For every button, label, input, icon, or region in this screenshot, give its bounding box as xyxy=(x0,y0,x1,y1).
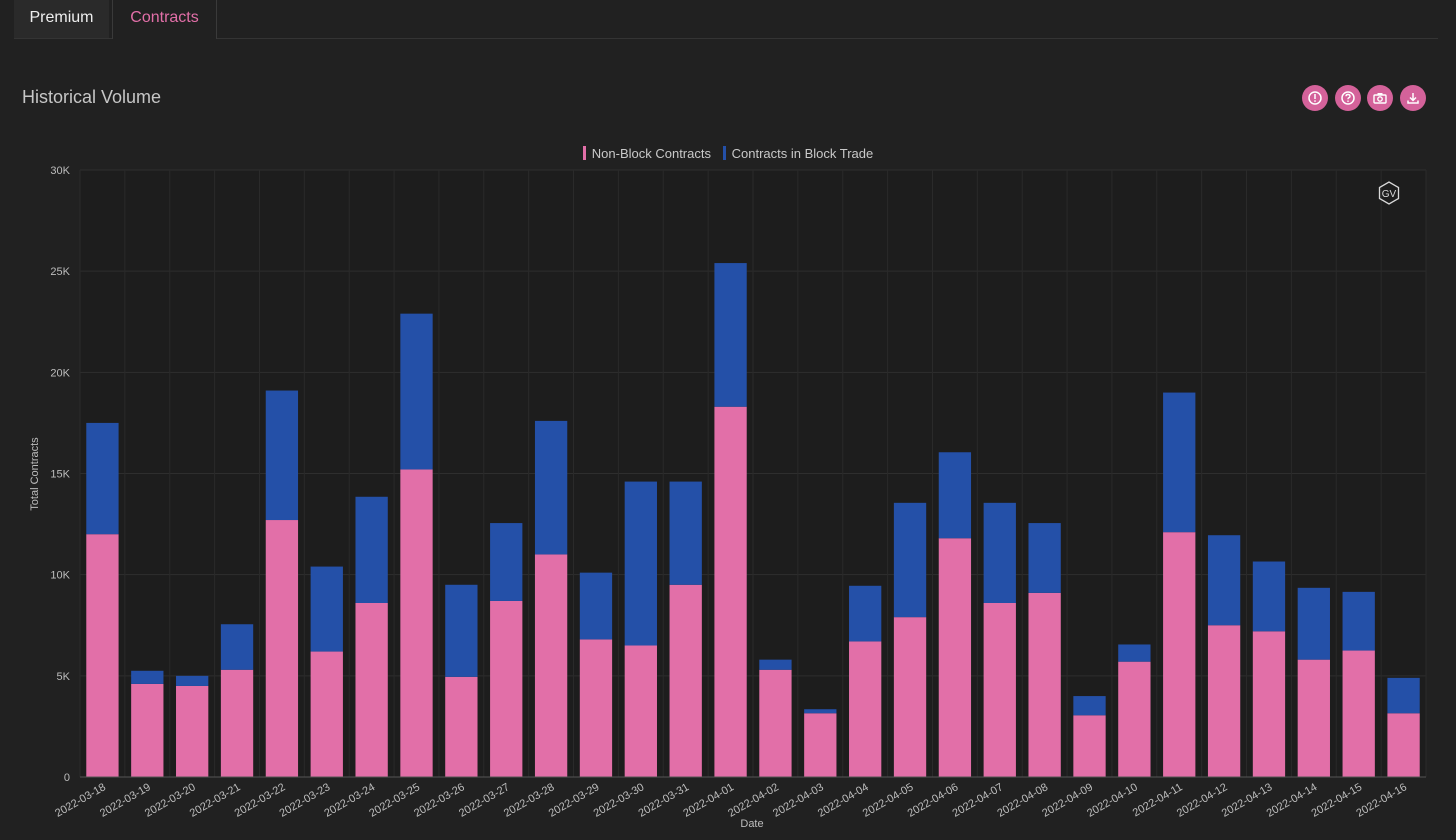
bar-block[interactable] xyxy=(265,390,299,521)
y-tick-label: 15K xyxy=(50,469,70,481)
legend-swatch xyxy=(582,146,586,160)
bar-non-block[interactable] xyxy=(579,639,613,777)
bar-block[interactable] xyxy=(669,481,702,585)
legend-swatch xyxy=(722,146,726,160)
bar-non-block[interactable] xyxy=(131,683,164,777)
bar-non-block[interactable] xyxy=(445,676,478,777)
bar-non-block[interactable] xyxy=(1297,659,1330,777)
bar-block[interactable] xyxy=(983,502,1016,603)
alert-circle-icon xyxy=(1308,91,1322,105)
legend-item-non-block[interactable]: Non-Block Contracts xyxy=(582,146,711,161)
bar-non-block[interactable] xyxy=(1207,625,1241,777)
bar-block[interactable] xyxy=(1028,523,1061,593)
legend-label: Contracts in Block Trade xyxy=(731,146,874,161)
bar-block[interactable] xyxy=(310,566,343,652)
bar-non-block[interactable] xyxy=(490,600,523,777)
y-tick-label: 20K xyxy=(50,367,70,379)
bar-non-block[interactable] xyxy=(669,584,702,777)
bar-block[interactable] xyxy=(1342,591,1375,651)
gv-logo-text: GV xyxy=(1382,189,1397,200)
bar-non-block[interactable] xyxy=(893,617,927,777)
bar-block[interactable] xyxy=(1118,644,1151,662)
bar-non-block[interactable] xyxy=(220,669,254,777)
help-circle-icon xyxy=(1341,91,1355,105)
bar-block[interactable] xyxy=(579,572,613,640)
bar-non-block[interactable] xyxy=(534,554,568,777)
y-tick-label: 0 xyxy=(64,772,70,784)
x-axis-title: Date xyxy=(740,818,763,830)
camera-icon xyxy=(1373,93,1387,104)
x-tick-label: 2022-04-10 xyxy=(1085,781,1140,820)
bar-block[interactable] xyxy=(220,624,254,670)
y-tick-label: 10K xyxy=(50,570,70,582)
bar-block[interactable] xyxy=(1163,392,1196,533)
bar-block[interactable] xyxy=(1252,561,1286,632)
bar-non-block[interactable] xyxy=(310,651,343,777)
tab-contracts[interactable]: Contracts xyxy=(112,0,217,39)
bar-non-block[interactable] xyxy=(624,645,657,777)
help-button[interactable] xyxy=(1335,85,1361,111)
bar-block[interactable] xyxy=(131,670,164,684)
bar-non-block[interactable] xyxy=(1252,631,1286,777)
bar-non-block[interactable] xyxy=(355,602,388,777)
bar-block[interactable] xyxy=(400,313,433,470)
chart-legend: Non-Block Contracts Contracts in Block T… xyxy=(0,146,1456,161)
bar-block[interactable] xyxy=(938,452,972,539)
bar-non-block[interactable] xyxy=(176,685,209,777)
y-tick-label: 5K xyxy=(57,671,71,683)
screenshot-button[interactable] xyxy=(1367,85,1393,111)
bar-non-block[interactable] xyxy=(938,538,972,777)
bar-non-block[interactable] xyxy=(1028,592,1061,777)
bar-block[interactable] xyxy=(849,585,882,642)
bar-non-block[interactable] xyxy=(1387,713,1420,777)
bar-block[interactable] xyxy=(893,502,927,618)
bar-non-block[interactable] xyxy=(983,602,1016,777)
bar-block[interactable] xyxy=(624,481,657,646)
y-axis-title: Total Contracts xyxy=(29,437,41,511)
alert-button[interactable] xyxy=(1302,85,1328,111)
download-icon xyxy=(1407,93,1419,104)
bar-non-block[interactable] xyxy=(1073,715,1106,777)
y-tick-label: 30K xyxy=(50,165,70,177)
x-tick-label: 2022-04-16 xyxy=(1354,781,1409,820)
bar-block[interactable] xyxy=(355,496,388,603)
bar-non-block[interactable] xyxy=(400,469,433,777)
bar-block[interactable] xyxy=(1073,696,1106,716)
bar-block[interactable] xyxy=(1297,587,1330,660)
bar-non-block[interactable] xyxy=(1342,650,1375,777)
bar-non-block[interactable] xyxy=(804,713,837,777)
bar-block[interactable] xyxy=(759,659,792,670)
bar-non-block[interactable] xyxy=(86,534,119,777)
bar-block[interactable] xyxy=(1387,677,1420,714)
bar-block[interactable] xyxy=(714,263,747,407)
legend-item-block[interactable]: Contracts in Block Trade xyxy=(722,146,874,161)
bar-non-block[interactable] xyxy=(849,641,882,777)
bar-block[interactable] xyxy=(86,422,119,535)
gv-logo-hexagon xyxy=(1378,181,1400,205)
bar-non-block[interactable] xyxy=(265,520,299,777)
bar-chart: 05K10K15K20K25K30K2022-03-182022-03-1920… xyxy=(29,165,1427,830)
bar-non-block[interactable] xyxy=(759,669,792,777)
bar-block[interactable] xyxy=(534,420,568,555)
bar-block[interactable] xyxy=(176,675,209,686)
tab-bar: Premium Contracts xyxy=(14,0,1438,39)
bar-non-block[interactable] xyxy=(714,406,747,777)
bar-block[interactable] xyxy=(1207,535,1241,626)
y-tick-label: 25K xyxy=(50,266,70,278)
tab-premium[interactable]: Premium xyxy=(14,0,109,38)
bar-non-block[interactable] xyxy=(1118,661,1151,777)
bar-block[interactable] xyxy=(445,584,478,677)
download-button[interactable] xyxy=(1400,85,1426,111)
chart-title: Historical Volume xyxy=(22,87,162,107)
bar-non-block[interactable] xyxy=(1163,532,1196,777)
bar-block[interactable] xyxy=(804,709,837,714)
bar-block[interactable] xyxy=(490,523,523,601)
legend-label: Non-Block Contracts xyxy=(591,146,711,161)
